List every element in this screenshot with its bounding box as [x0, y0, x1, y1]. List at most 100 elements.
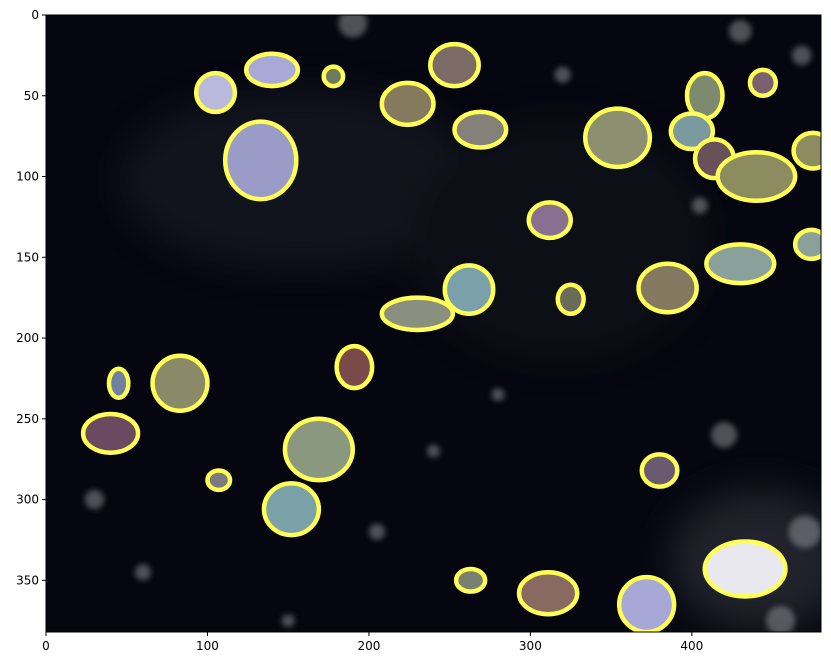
cell-body	[246, 53, 298, 87]
cell-outline	[555, 282, 586, 317]
y-tick-label: 100	[16, 170, 39, 184]
background-speck	[791, 45, 812, 66]
cell-body	[638, 263, 697, 313]
cell-body	[704, 541, 786, 597]
background-speck	[728, 19, 752, 43]
axes-frame	[45, 14, 822, 633]
cell-3	[321, 64, 346, 89]
cell-outline	[668, 111, 716, 152]
cell-outline	[193, 70, 238, 115]
cell-body	[454, 111, 507, 148]
cell-outline	[636, 261, 699, 315]
cell-body	[336, 346, 373, 389]
background-speck	[491, 388, 505, 402]
cell-32	[616, 574, 677, 632]
axes	[45, 14, 822, 633]
cell-20	[379, 295, 456, 333]
cell-body	[670, 113, 713, 150]
cell-7	[222, 119, 299, 202]
cell-body	[430, 44, 479, 87]
cell-10	[747, 67, 779, 99]
cell-5	[379, 80, 436, 128]
cell-outline	[453, 566, 488, 594]
cell-outline	[442, 263, 496, 317]
x-tick-label: 300	[519, 639, 542, 653]
cell-body	[528, 202, 571, 238]
y-tick-label: 200	[16, 331, 39, 345]
cell-21	[555, 282, 586, 317]
cell-outline	[150, 353, 210, 413]
cells	[80, 41, 821, 632]
cell-outline	[205, 468, 233, 493]
cell-body	[641, 454, 678, 487]
x-tick-label: 0	[42, 639, 50, 653]
cell-body	[557, 284, 584, 314]
cell-body	[585, 108, 650, 167]
cell-25	[80, 411, 141, 455]
cell-outline	[282, 416, 356, 483]
cell-outline	[792, 227, 821, 262]
cell-28	[261, 481, 322, 538]
cell-31	[516, 569, 580, 617]
cell-outline	[747, 67, 779, 99]
cell-outline	[379, 80, 436, 128]
cell-11	[668, 111, 716, 152]
cell-outline	[702, 539, 788, 599]
background-speck	[554, 66, 571, 83]
cell-outline	[791, 130, 821, 171]
cell-outline	[379, 295, 456, 333]
cell-body	[456, 569, 486, 592]
y-tick-label: 150	[16, 250, 39, 264]
y-tick-label: 50	[24, 89, 39, 103]
cell-body	[717, 152, 796, 201]
cell-body	[686, 73, 723, 119]
cell-body	[83, 413, 139, 453]
cell-outline	[334, 343, 375, 391]
x-tick-label: 200	[357, 639, 380, 653]
cell-outline	[704, 242, 777, 286]
cell-outline	[715, 150, 798, 203]
cell-26	[282, 416, 356, 483]
cell-13	[715, 150, 798, 203]
cell-outline	[428, 41, 481, 89]
cell-16	[704, 242, 777, 286]
cell-body	[108, 368, 129, 398]
y-axis: 0 50 100 150 200 250 300 350	[16, 8, 46, 587]
cell-15	[526, 200, 573, 241]
cell-body	[284, 418, 353, 481]
cell-outline	[639, 452, 680, 489]
cell-body	[196, 73, 235, 112]
cell-19	[442, 263, 496, 317]
cell-outline	[261, 481, 322, 538]
cell-6	[452, 109, 509, 150]
background-speck	[711, 422, 738, 448]
cell-24	[150, 353, 210, 413]
cell-18	[792, 227, 821, 262]
cell-body	[519, 572, 578, 615]
cell-30	[453, 566, 488, 594]
background-speck	[338, 15, 368, 38]
cell-outline	[516, 569, 580, 617]
cell-body	[323, 66, 344, 87]
background-specks	[84, 15, 821, 632]
cell-outline	[243, 51, 301, 89]
cell-body	[619, 577, 675, 632]
background-speck	[766, 606, 796, 632]
cell-outline	[583, 106, 653, 170]
cell-body	[381, 82, 434, 125]
background-speck	[84, 489, 105, 510]
cell-body	[793, 132, 821, 169]
cell-body	[444, 265, 494, 314]
x-axis: 0 100 200 300 400	[42, 632, 703, 653]
cell-outline	[222, 119, 299, 202]
cell-body	[263, 483, 319, 536]
cell-outline	[321, 64, 346, 89]
x-tick-label: 100	[196, 639, 219, 653]
cell-body	[749, 69, 776, 96]
cell-33	[702, 539, 788, 599]
y-tick-label: 0	[31, 8, 39, 22]
background-speck	[427, 444, 440, 458]
cell-27	[205, 468, 233, 493]
background-speck	[281, 614, 295, 628]
